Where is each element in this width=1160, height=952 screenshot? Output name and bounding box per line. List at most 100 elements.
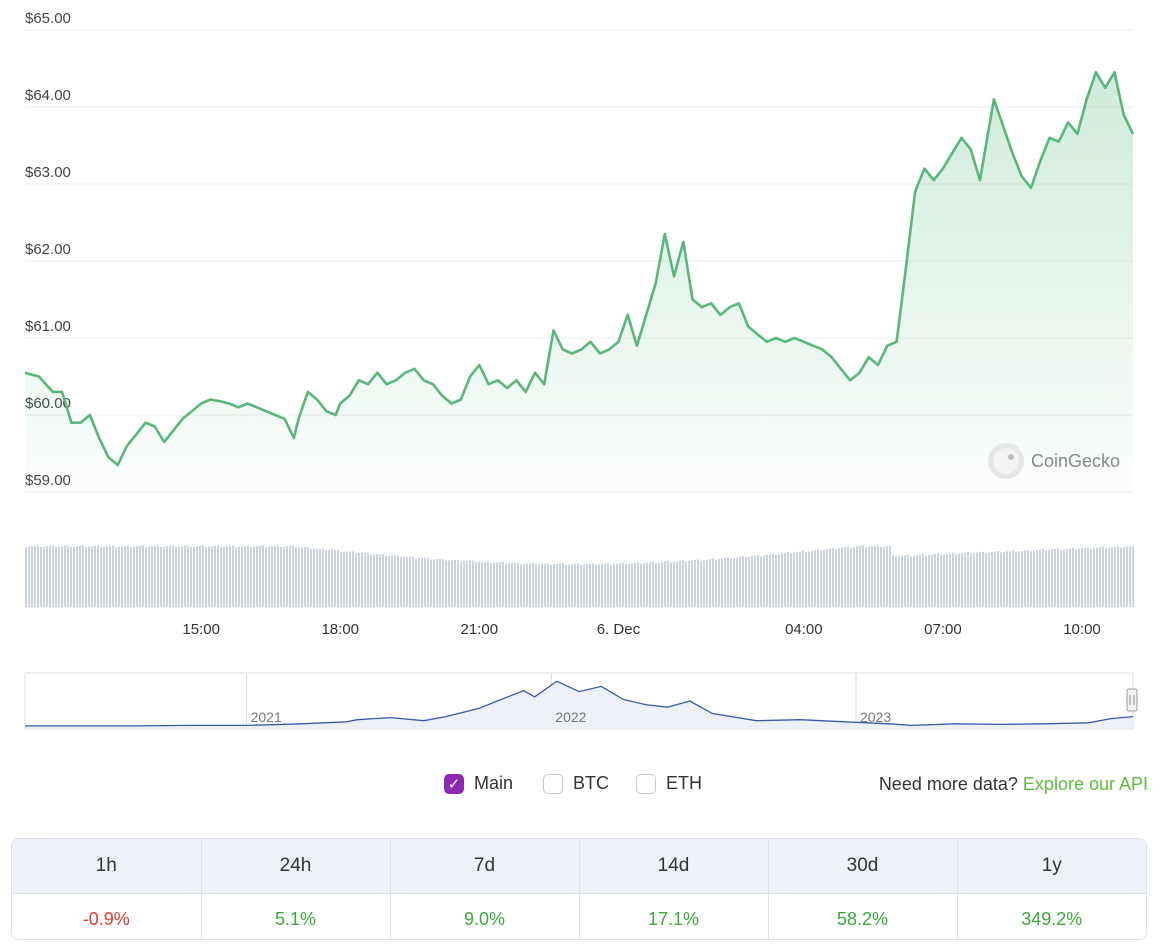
volume-bar <box>976 552 978 607</box>
volume-bar <box>1093 548 1095 607</box>
volume-bar <box>1054 549 1056 607</box>
eth-toggle[interactable]: ETH <box>636 773 702 794</box>
btc-checkbox[interactable] <box>543 773 563 794</box>
volume-bar <box>625 564 627 607</box>
main-toggle[interactable]: ✓ Main <box>444 773 513 794</box>
volume-bar <box>754 555 756 607</box>
volume-bar <box>253 546 255 607</box>
volume-bar <box>331 550 333 607</box>
volume-bar <box>67 545 69 607</box>
volume-bar <box>472 560 474 607</box>
volume-bar <box>982 551 984 607</box>
volume-bar <box>430 559 432 607</box>
navigator[interactable]: 2021 2022 2023 <box>24 672 1138 730</box>
volume-bar <box>436 559 438 607</box>
volume-bar <box>757 554 759 607</box>
volume-bar <box>1078 548 1080 607</box>
volume-bar <box>1048 550 1050 607</box>
volume-bar <box>25 547 27 607</box>
volume-bar <box>76 546 78 607</box>
volume-bar <box>772 553 774 607</box>
volume-bar <box>991 552 993 607</box>
volume-bar <box>643 563 645 607</box>
eth-checkbox[interactable] <box>636 773 656 794</box>
volume-bar <box>730 558 732 607</box>
volume-bar <box>565 564 567 607</box>
volume-bar <box>781 553 783 607</box>
btc-toggle[interactable]: BTC <box>543 773 609 794</box>
explore-api-link[interactable]: Explore our API <box>1022 774 1148 794</box>
price-line[interactable] <box>24 71 1135 467</box>
volume-bar <box>457 559 459 607</box>
volume-bar <box>655 563 657 607</box>
volume-bar <box>769 554 771 607</box>
volume-bar <box>247 545 249 607</box>
volume-bar <box>823 549 825 607</box>
main-checkbox[interactable]: ✓ <box>444 773 464 794</box>
volume-bar <box>196 546 198 607</box>
volume-bar <box>787 552 789 607</box>
volume-bar <box>157 545 159 607</box>
volume-bar <box>379 554 381 607</box>
volume-bar <box>541 563 543 607</box>
volume-bar <box>280 547 282 607</box>
volume-bar <box>148 546 150 607</box>
volume-bar <box>160 547 162 607</box>
volume-bar <box>907 554 909 607</box>
volume-bar <box>358 553 360 607</box>
volume-bar <box>706 559 708 607</box>
volume-bar <box>388 555 390 607</box>
volume-bar <box>451 560 453 607</box>
volume-bar <box>652 561 654 607</box>
volume-bar <box>685 561 687 607</box>
volume-bar <box>574 563 576 607</box>
api-prompt: Need more data? <box>878 774 1018 794</box>
volume-bar <box>997 551 999 607</box>
volume-bar <box>646 562 648 607</box>
volume-bar <box>850 547 852 607</box>
volume-bar <box>292 545 294 607</box>
volume-bar <box>478 562 480 607</box>
header-1h: 1h <box>12 839 202 894</box>
volume-bar <box>1090 548 1092 607</box>
volume-bar <box>916 555 918 607</box>
x-tick-label: 6. Dec <box>597 621 641 638</box>
volume-bar <box>55 547 57 607</box>
volume-bar <box>628 563 630 607</box>
volume-bar <box>898 556 900 607</box>
volume-bar <box>964 552 966 607</box>
navigator-area <box>25 681 1133 728</box>
volume-bar <box>283 546 285 607</box>
volume-bar <box>742 556 744 607</box>
volume-bar <box>376 554 378 607</box>
volume-bar <box>442 558 444 607</box>
volume-bar <box>580 564 582 607</box>
volume-bar <box>268 546 270 607</box>
performance-value-row: -0.9% 5.1% 9.0% 17.1% 58.2% 349.2% <box>12 893 1146 939</box>
volume-bar <box>181 546 183 607</box>
volume-bar <box>979 552 981 607</box>
volume-bar <box>433 559 435 607</box>
volume-bar <box>337 549 339 607</box>
volume-bar <box>130 547 132 607</box>
volume-bar <box>46 546 48 607</box>
volume-bar <box>100 547 102 607</box>
price-chart[interactable]: $65.00$64.00$63.00$62.00$61.00$60.00$59.… <box>0 0 1160 760</box>
volume-bar <box>421 558 423 607</box>
btc-label: BTC <box>573 773 609 793</box>
y-tick-label: $61.00 <box>25 318 71 335</box>
volume-bar <box>559 563 561 607</box>
volume-bar <box>1114 546 1116 607</box>
volume-bar <box>217 545 219 607</box>
volume-bar <box>235 547 237 607</box>
volume-bar <box>166 546 168 607</box>
volume-bar <box>127 545 129 607</box>
main-label: Main <box>474 773 514 793</box>
navigator-handle[interactable] <box>1126 688 1138 712</box>
volume-bar <box>682 560 684 607</box>
volume-bar <box>535 564 537 607</box>
volume-bar <box>328 550 330 607</box>
volume-bar <box>406 556 408 607</box>
volume-bar <box>988 552 990 607</box>
volume-bar <box>1126 546 1128 607</box>
